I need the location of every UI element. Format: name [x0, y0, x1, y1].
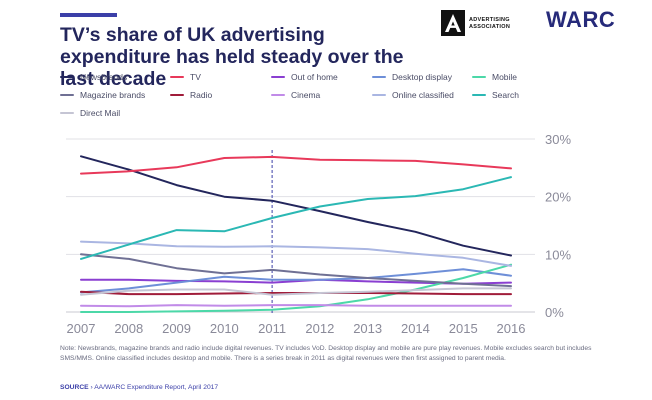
- series-line: [80, 155, 512, 175]
- advertising-association-icon: [441, 10, 465, 36]
- series-line: [80, 304, 512, 308]
- legend-item: Cinema: [271, 88, 320, 102]
- x-tick-label: 2014: [401, 321, 430, 336]
- y-tick-label: 20%: [545, 190, 571, 205]
- legend-item: Online classified: [372, 88, 454, 102]
- x-tick-label: 2007: [67, 321, 96, 336]
- legend-label: Magazine brands: [80, 90, 146, 100]
- x-tick-label: 2008: [114, 321, 143, 336]
- chart-title: TV’s share of UK advertising expenditure…: [60, 24, 404, 90]
- legend-label: Radio: [190, 90, 213, 100]
- y-tick-label: 30%: [545, 132, 571, 147]
- series-line: [80, 268, 512, 294]
- series-line: [80, 263, 512, 313]
- legend-swatch: [472, 93, 486, 97]
- legend-item: Out of home: [271, 70, 338, 84]
- warc-logo: WARC: [546, 7, 616, 32]
- legend-swatch: [60, 75, 74, 79]
- source-separator: ›: [90, 384, 93, 391]
- legend-swatch: [372, 93, 386, 97]
- y-tick-label: 0%: [545, 305, 564, 320]
- legend-label: Newsbrands: [80, 72, 128, 82]
- legend-item: Magazine brands: [60, 88, 145, 102]
- chart-legend: Newsbrands TV Out of home Desktop displa…: [60, 70, 540, 130]
- legend-swatch: [271, 75, 285, 79]
- legend-label: Search: [492, 90, 519, 100]
- legend-item: Mobile: [472, 70, 517, 84]
- advertising-association-logo: ADVERTISING ASSOCIATION: [441, 10, 527, 36]
- legend-item: Search: [472, 88, 519, 102]
- x-tick-label: 2013: [353, 321, 382, 336]
- legend-swatch: [271, 93, 285, 97]
- y-tick-label: 10%: [545, 247, 571, 262]
- legend-item: Radio: [170, 88, 212, 102]
- advertising-association-wordmark: ADVERTISING ASSOCIATION: [469, 17, 511, 30]
- legend-swatch: [60, 93, 74, 97]
- legend-swatch: [170, 93, 184, 97]
- series-line: [80, 287, 512, 296]
- header-accent-bar: [60, 13, 117, 17]
- series-line: [80, 176, 512, 260]
- legend-label: Cinema: [291, 90, 321, 100]
- x-tick-label: 2015: [449, 321, 478, 336]
- legend-label: Out of home: [291, 72, 338, 82]
- legend-label: Desktop display: [392, 72, 453, 82]
- series-line: [80, 155, 512, 257]
- source-label: SOURCE: [60, 384, 89, 391]
- legend-swatch: [170, 75, 184, 79]
- x-tick-label: 2010: [210, 321, 239, 336]
- legend-item: Direct Mail: [60, 106, 120, 120]
- series-line: [80, 240, 512, 267]
- series-line: [80, 253, 512, 288]
- legend-label: Mobile: [492, 72, 518, 82]
- x-tick-label: 2011: [258, 321, 286, 336]
- chart-note: Note: Newsbrands, magazine brands and ra…: [60, 345, 592, 362]
- x-tick-label: 2009: [162, 321, 191, 336]
- legend-label: Direct Mail: [80, 108, 121, 118]
- x-tick-label: 2012: [305, 321, 334, 336]
- x-tick-label: 2016: [497, 321, 526, 336]
- legend-swatch: [472, 75, 486, 79]
- legend-swatch: [60, 111, 74, 115]
- legend-item: TV: [170, 70, 201, 84]
- legend-label: TV: [190, 72, 201, 82]
- legend-item: Newsbrands: [60, 70, 127, 84]
- source-line: SOURCE › AA/WARC Expenditure Report, Apr…: [60, 384, 218, 391]
- source-text: AA/WARC Expenditure Report, April 2017: [94, 384, 219, 391]
- legend-label: Online classified: [392, 90, 454, 100]
- legend-item: Desktop display: [372, 70, 452, 84]
- legend-swatch: [372, 75, 386, 79]
